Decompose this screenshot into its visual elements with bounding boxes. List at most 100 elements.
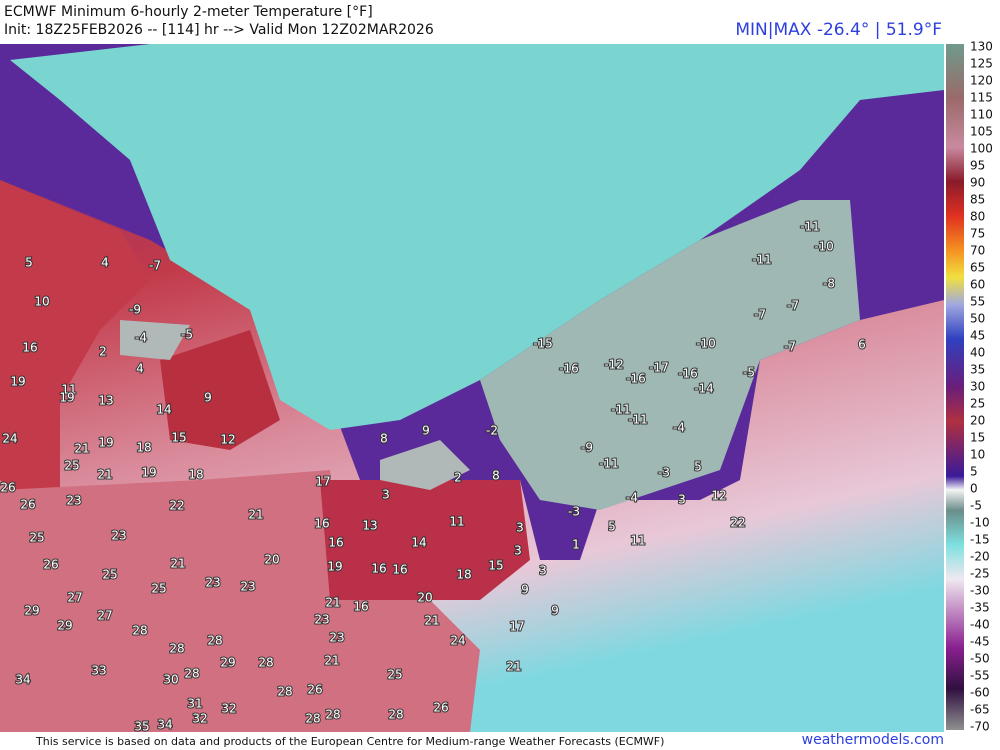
- station-value: 4: [136, 362, 144, 376]
- station-value: 21: [324, 654, 339, 668]
- station-value: -11: [800, 220, 820, 234]
- station-value: -15: [533, 337, 553, 351]
- station-value: 23: [205, 576, 220, 590]
- station-value: 26: [0, 481, 15, 495]
- warm-west: [0, 180, 150, 500]
- colorbar-tick: -70: [970, 720, 990, 734]
- station-value: 11: [449, 515, 464, 529]
- station-value: 27: [97, 609, 112, 623]
- station-value: 12: [220, 433, 235, 447]
- station-value: 16: [371, 562, 386, 576]
- site-link[interactable]: weathermodels.com: [801, 732, 944, 748]
- colorbar-tick: 40: [970, 346, 985, 360]
- colorbar-tick: 130: [970, 40, 993, 54]
- station-value: 14: [411, 536, 426, 550]
- station-value: -4: [626, 491, 638, 505]
- station-value: 5: [694, 460, 702, 474]
- station-value: 21: [506, 660, 521, 674]
- footer-notice: This service is based on data and produc…: [36, 735, 665, 748]
- colorbar-tick: -30: [970, 584, 990, 598]
- station-value: 21: [325, 596, 340, 610]
- colorbar-tick: 0: [970, 482, 978, 496]
- colorbar-tick: 35: [970, 363, 985, 377]
- station-value: 28: [207, 634, 222, 648]
- station-value: 22: [730, 516, 745, 530]
- colorbar-tick: 45: [970, 329, 985, 343]
- station-value: 11: [61, 383, 76, 397]
- station-value: -2: [486, 424, 498, 438]
- station-value: 32: [192, 712, 207, 726]
- station-value: -11: [599, 457, 619, 471]
- station-value: 24: [450, 634, 465, 648]
- station-value: 5: [25, 256, 33, 270]
- colorbar-tick: 15: [970, 431, 985, 445]
- station-value: 2: [454, 471, 462, 485]
- colorbar-tick: -50: [970, 652, 990, 666]
- lake-superior-ice: [120, 320, 190, 360]
- station-value: 28: [132, 624, 147, 638]
- station-value: 11: [630, 534, 645, 548]
- colorbar: [946, 44, 964, 730]
- station-value: 2: [99, 345, 107, 359]
- station-value: -10: [814, 240, 834, 254]
- station-value: 8: [380, 432, 388, 446]
- station-value: 25: [151, 582, 166, 596]
- station-value: 13: [98, 394, 113, 408]
- colorbar-tick: 95: [970, 159, 985, 173]
- station-value: -12: [604, 358, 624, 372]
- station-value: 29: [24, 604, 39, 618]
- station-value: 28: [388, 708, 403, 722]
- station-value: 3: [678, 493, 686, 507]
- colorbar-tick: 65: [970, 261, 985, 275]
- station-value: 28: [325, 708, 340, 722]
- frozen-land: [480, 200, 860, 510]
- station-value: 21: [170, 557, 185, 571]
- colorbar-tick: 80: [970, 210, 985, 224]
- station-value: 15: [171, 431, 186, 445]
- station-value: 19: [141, 466, 156, 480]
- station-value: 20: [264, 553, 279, 567]
- colorbar-tick: 20: [970, 414, 985, 428]
- station-value: 23: [314, 613, 329, 627]
- station-value: 16: [22, 341, 37, 355]
- station-value: 21: [74, 442, 89, 456]
- pennsylvania-warm: [320, 480, 530, 600]
- station-value: 9: [204, 391, 212, 405]
- station-value: 25: [29, 531, 44, 545]
- station-value: -14: [694, 382, 714, 396]
- colorbar-tick: 100: [970, 142, 993, 156]
- station-value: 24: [2, 432, 17, 446]
- station-value: 18: [136, 441, 151, 455]
- station-value: -5: [181, 328, 193, 342]
- station-value: 19: [98, 436, 113, 450]
- station-value: 18: [188, 468, 203, 482]
- station-value: 23: [240, 580, 255, 594]
- station-value: -9: [129, 303, 141, 317]
- station-value: 1: [572, 538, 580, 552]
- station-value: -4: [673, 421, 685, 435]
- station-value: 25: [387, 668, 402, 682]
- station-value: 19: [10, 375, 25, 389]
- station-value: -16: [678, 367, 698, 381]
- colorbar-tick: -40: [970, 618, 990, 632]
- station-value: 19: [59, 391, 74, 405]
- colorbar-tick: -15: [970, 533, 990, 547]
- station-value: 10: [34, 295, 49, 309]
- station-value: 9: [521, 583, 529, 597]
- station-value: 29: [57, 619, 72, 633]
- station-value: 15: [488, 559, 503, 573]
- station-value: 28: [277, 685, 292, 699]
- colorbar-tick: -65: [970, 703, 990, 717]
- colorbar-tick: 125: [970, 57, 993, 71]
- station-value: 16: [314, 517, 329, 531]
- colorbar-tick: 85: [970, 193, 985, 207]
- station-value: -7: [787, 299, 799, 313]
- station-value: 3: [514, 544, 522, 558]
- station-value: -10: [696, 337, 716, 351]
- station-value: -7: [784, 340, 796, 354]
- colorbar-tick: 110: [970, 108, 993, 122]
- colorbar-tick: 105: [970, 125, 993, 139]
- station-value: -3: [568, 505, 580, 519]
- colorbar-tick: -20: [970, 550, 990, 564]
